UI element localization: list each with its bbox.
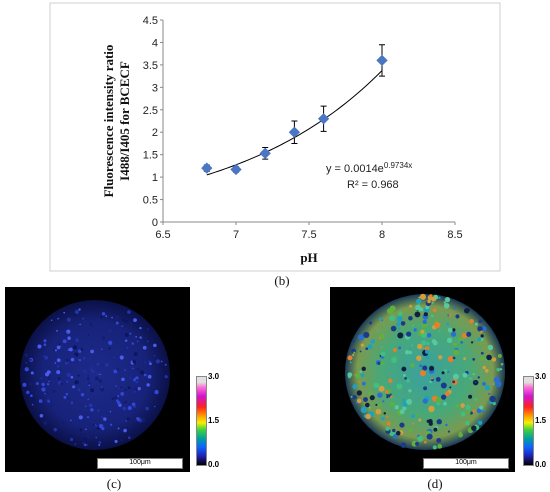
- y-axis-label-line1: Fluorescence intensity ratio: [101, 45, 116, 198]
- scalebar-c-label: 100μm: [129, 459, 151, 466]
- data-point: [230, 163, 242, 176]
- data-point: [376, 54, 388, 67]
- micrograph-d: [330, 287, 515, 472]
- data-points: [201, 44, 388, 176]
- y-tick-label: 3: [152, 82, 158, 94]
- data-point: [259, 147, 271, 159]
- y-tick-labels: 0 0.5 1 1.5 2 2.5 3 3.5 4 4.5: [143, 15, 163, 229]
- y-tick-label: 0: [152, 217, 158, 229]
- micrograph-c: [5, 287, 190, 472]
- micrograph-c-image: [20, 300, 170, 450]
- y-tick-label: 2.5: [143, 105, 158, 117]
- caption-c: (c): [106, 476, 122, 491]
- colorbar-d-max: 3.0: [535, 372, 547, 381]
- scalebar-c: 100μm: [97, 458, 183, 469]
- chart-frame: [49, 2, 501, 272]
- colorbar-c-max: 3.0: [208, 372, 220, 381]
- x-tick-label: 6.5: [155, 229, 170, 241]
- colorbar-c-min: 0.0: [208, 460, 220, 469]
- y-tick-label: 2: [152, 127, 158, 139]
- caption-d: (d): [427, 476, 443, 491]
- x-tick-labels: 6.5 7 7.5 8 8.5: [155, 222, 463, 241]
- ph-ratio-chart: 0 0.5 1 1.5 2 2.5 3 3.5 4 4.5 6.5 7 7.5 8 8.5 Fluores…: [49, 2, 501, 272]
- data-point: [288, 126, 301, 138]
- colorbar-d-area: 3.0 1.5 0.0: [523, 370, 550, 475]
- x-tick-label: 8.5: [447, 229, 462, 241]
- micrograph-d-image: [345, 293, 505, 450]
- y-tick-label: 3.5: [143, 60, 158, 72]
- r-squared: R² = 0.968: [347, 179, 399, 191]
- colorbar-c-mid: 1.5: [208, 416, 220, 425]
- y-axis-label-line2: I488/I405 for BCECF: [117, 61, 132, 181]
- colorbar-d-min: 0.0: [535, 460, 547, 469]
- chart-panel-b: 0 0.5 1 1.5 2 2.5 3 3.5 4 4.5 6.5 7 7.5 8 8.5 Fluores…: [49, 2, 501, 288]
- colorbar-d: [523, 376, 534, 466]
- x-tick-label: 7.5: [301, 229, 316, 241]
- caption-b: (b): [274, 273, 290, 288]
- data-point: [317, 113, 330, 125]
- x-tick-label: 8: [379, 229, 385, 241]
- x-axis-label: pH: [300, 250, 317, 265]
- y-tick-label: 1: [152, 172, 158, 184]
- x-tick-label: 7: [233, 229, 239, 241]
- fit-equation: y = 0.0014e0.9734x: [326, 161, 412, 175]
- y-tick-label: 4.5: [143, 15, 158, 27]
- scalebar-d: 100μm: [423, 458, 509, 469]
- colorbar-c: [196, 376, 207, 466]
- y-tick-label: 0.5: [143, 195, 158, 207]
- y-tick-label: 1.5: [143, 150, 158, 162]
- colorbar-d-mid: 1.5: [535, 416, 547, 425]
- data-point: [201, 162, 213, 174]
- scalebar-d-label: 100μm: [455, 459, 477, 466]
- colorbar-c-area: 3.0 1.5 0.0: [196, 370, 222, 475]
- y-tick-label: 4: [152, 37, 158, 49]
